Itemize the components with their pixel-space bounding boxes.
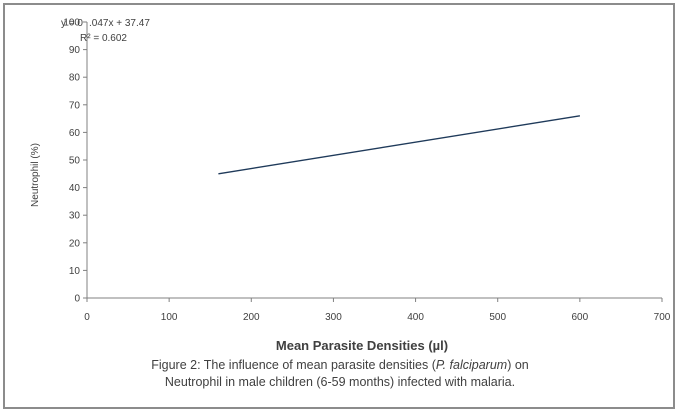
x-tick-label: 700 [654, 312, 671, 323]
x-axis-label: Mean Parasite Densities (µl) [276, 338, 448, 353]
x-tick-label: 100 [161, 312, 178, 323]
y-tick-label: 100 [63, 18, 80, 29]
y-axis: 0 10 20 30 40 50 60 70 80 90 100 [63, 18, 88, 305]
y-tick-label: 40 [69, 183, 81, 194]
y-tick-label: 60 [69, 128, 81, 139]
y-tick-label: 50 [69, 156, 81, 167]
trendline-equation-prefix: y = 0 [61, 18, 83, 29]
y-tick-label: 70 [69, 100, 81, 111]
y-tick-label: 90 [69, 45, 81, 56]
y-axis-label: Neutrophil (%) [30, 143, 41, 207]
caption-species: P. falciparum [435, 358, 508, 372]
x-tick-label: 200 [243, 312, 260, 323]
caption-text-start: Figure 2: The influence of mean parasite… [151, 358, 436, 372]
x-tick-label: 600 [572, 312, 589, 323]
figure-caption-line-2: Neutrophil in male children (6-59 months… [164, 375, 516, 389]
trendline [218, 115, 581, 175]
trendline-equation: .047x + 37.47 [89, 18, 150, 29]
x-tick-label: 400 [407, 312, 424, 323]
y-tick-label: 10 [69, 266, 81, 277]
y-tick-label: 80 [69, 73, 81, 84]
x-tick-label: 500 [489, 312, 506, 323]
y-tick-label: 20 [69, 238, 81, 249]
caption-text-end: ) on [507, 358, 529, 372]
y-tick-label: 30 [69, 211, 81, 222]
x-tick-label: 300 [325, 312, 342, 323]
figure-frame [3, 3, 675, 409]
figure-caption-line-1: Figure 2: The influence of mean parasite… [0, 357, 680, 374]
x-axis: 0 100 200 300 400 500 600 700 [84, 297, 671, 323]
y-tick-label: 0 [74, 294, 80, 305]
plot-area [218, 115, 581, 175]
x-tick-label: 0 [84, 312, 90, 323]
r-squared-label: R² = 0.602 [80, 33, 127, 44]
